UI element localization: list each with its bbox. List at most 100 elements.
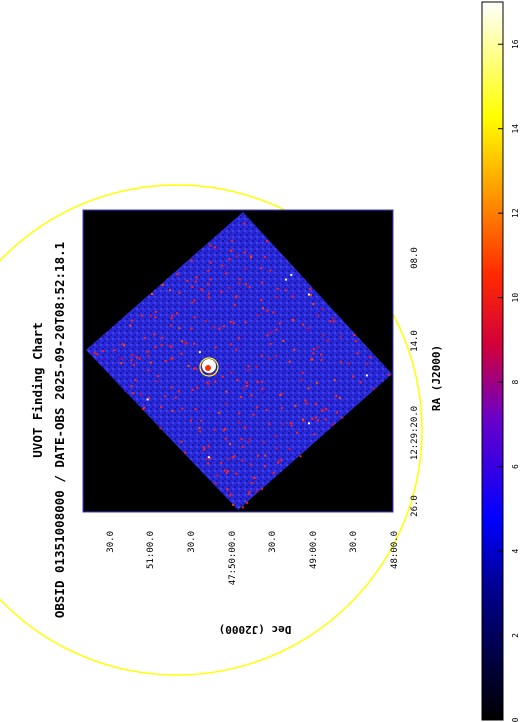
hot-pixel [240, 438, 243, 441]
hot-pixel [325, 407, 328, 410]
hot-pixel [310, 358, 313, 361]
hot-pixel [387, 373, 390, 376]
hot-pixel [221, 375, 224, 378]
hot-pixel [229, 343, 232, 346]
hot-pixel [265, 409, 268, 411]
hot-pixel [191, 285, 194, 288]
hot-pixel [123, 344, 125, 347]
hot-pixel [198, 351, 201, 354]
hot-pixel [248, 285, 251, 288]
hot-pixel [161, 283, 164, 286]
hot-pixel [314, 402, 317, 405]
hot-pixel [288, 448, 291, 450]
hot-pixel [307, 293, 310, 296]
hot-pixel [229, 493, 232, 495]
hot-pixel [164, 395, 167, 398]
hot-pixel [195, 276, 198, 279]
hot-pixel [322, 409, 325, 411]
hot-pixel [335, 395, 338, 398]
hot-pixel [311, 418, 314, 420]
hot-pixel [191, 389, 194, 391]
hot-pixel [237, 337, 240, 339]
hot-pixel [302, 323, 304, 326]
hot-pixel [266, 309, 269, 312]
hot-pixel [184, 451, 187, 454]
hot-pixel [135, 356, 138, 359]
hot-pixel [290, 273, 293, 276]
hot-pixel [209, 244, 212, 247]
hot-pixel [312, 352, 315, 355]
hot-pixel [255, 365, 258, 368]
hot-pixel [178, 327, 181, 330]
hot-pixel [205, 458, 208, 461]
hot-pixel [225, 402, 228, 405]
hot-pixel [209, 261, 212, 264]
hot-pixel [242, 290, 245, 293]
hot-pixel [243, 426, 246, 429]
hot-pixel [228, 258, 231, 261]
hot-pixel [261, 387, 264, 390]
uvot-field [86, 212, 392, 510]
hot-pixel [213, 428, 216, 431]
hot-pixel [146, 350, 149, 353]
hot-pixel [262, 307, 264, 310]
hot-pixel [353, 334, 356, 337]
hot-pixel [151, 293, 153, 295]
hot-pixel [218, 327, 221, 330]
hot-pixel [208, 382, 210, 385]
hot-pixel [204, 296, 206, 299]
hot-pixel [138, 357, 141, 360]
hot-pixel [284, 278, 287, 281]
hot-pixel [148, 396, 151, 399]
hot-pixel [243, 251, 246, 254]
hot-pixel [238, 278, 241, 281]
hot-pixel [249, 255, 252, 257]
hot-pixel [240, 396, 242, 398]
hot-pixel [228, 286, 231, 289]
hot-pixel [366, 362, 369, 365]
hot-pixel [238, 282, 241, 285]
hot-pixel [212, 326, 215, 329]
hot-pixel [200, 364, 203, 367]
hot-pixel [282, 423, 285, 426]
hot-pixel [341, 416, 344, 419]
hot-pixel [324, 418, 327, 421]
hot-pixel [225, 471, 228, 474]
dec-tick-label: 30.0 [268, 531, 278, 553]
hot-pixel [263, 313, 266, 316]
hot-pixel [185, 342, 188, 345]
hot-pixel [243, 222, 246, 225]
hot-pixel [170, 345, 173, 348]
hot-pixel [171, 357, 174, 360]
hot-pixel [232, 503, 235, 506]
hot-pixel [321, 308, 324, 311]
image-frame [82, 209, 394, 513]
hot-pixel [260, 267, 263, 270]
hot-pixel [289, 421, 292, 424]
dec-tick-label: 30.0 [187, 531, 197, 553]
hot-pixel [155, 380, 158, 383]
hot-pixel [160, 406, 163, 409]
hot-pixel [339, 335, 342, 338]
hot-pixel [113, 348, 116, 351]
hot-pixel [269, 269, 272, 272]
hot-pixel [170, 386, 173, 389]
hot-pixel [352, 375, 355, 378]
hot-pixel [238, 412, 241, 415]
hot-pixel [96, 353, 99, 356]
colorbar-tick-label: 4 [511, 548, 520, 553]
hot-pixel [268, 423, 271, 425]
hot-pixel [129, 324, 132, 327]
hot-pixel [190, 327, 193, 330]
hot-pixel [255, 406, 258, 409]
hot-pixel [199, 288, 202, 291]
hot-pixel [279, 394, 282, 396]
hot-pixel [280, 407, 283, 410]
hot-pixel [312, 348, 315, 350]
hot-pixel [232, 456, 235, 459]
hot-pixel [171, 314, 174, 317]
hot-pixel [326, 339, 329, 342]
hot-pixel [247, 365, 250, 368]
hot-pixel [198, 426, 201, 429]
